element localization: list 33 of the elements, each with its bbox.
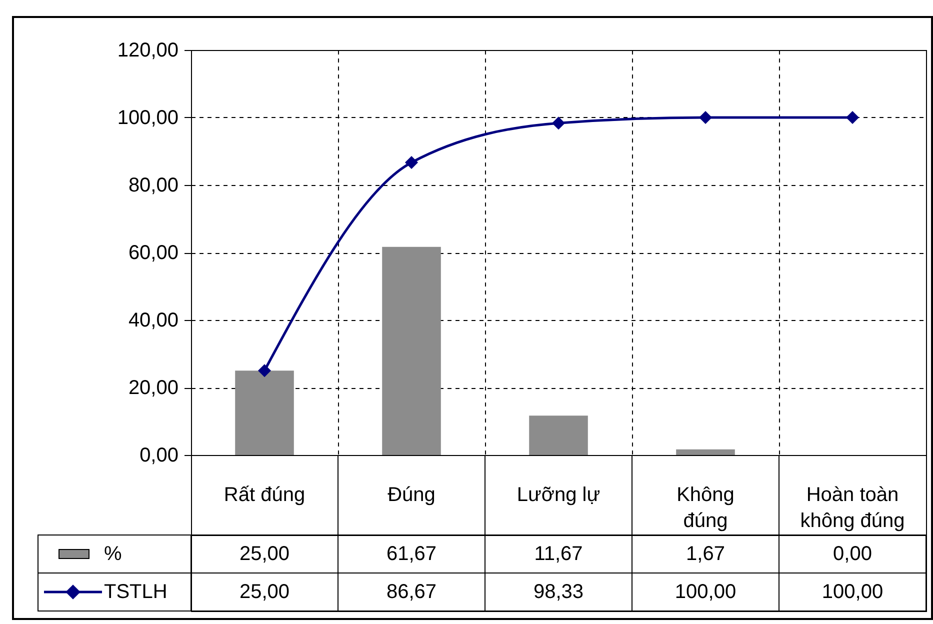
bar bbox=[382, 246, 441, 455]
x-tick-label: Hoàn toàn không đúng bbox=[800, 484, 905, 532]
point bbox=[258, 364, 272, 378]
data-label: 0,00 bbox=[833, 543, 872, 565]
data-label: 86,67 bbox=[386, 581, 437, 603]
data-label: 25,00 bbox=[239, 543, 290, 565]
data-label: 100,00 bbox=[822, 581, 884, 603]
point bbox=[846, 110, 860, 124]
y-tick-label: 20,00 bbox=[128, 377, 178, 399]
point bbox=[552, 116, 566, 130]
point bbox=[404, 156, 418, 170]
bar bbox=[529, 416, 588, 455]
data-label: 1,67 bbox=[686, 543, 725, 565]
bar bbox=[676, 449, 735, 455]
y-tick-label: 0,00 bbox=[140, 444, 178, 466]
data-label: 98,33 bbox=[533, 581, 584, 603]
data-label: 25,00 bbox=[239, 581, 290, 603]
data-label: 61,67 bbox=[386, 543, 437, 565]
data-label: 100,00 bbox=[674, 581, 736, 603]
y-tick-label: 120,00 bbox=[117, 40, 178, 62]
legend-label: TSTLH bbox=[104, 581, 168, 603]
x-tick-label: Đúng bbox=[388, 484, 436, 506]
y-tick-label: 40,00 bbox=[128, 310, 178, 332]
bar bbox=[235, 370, 294, 455]
point bbox=[698, 110, 712, 124]
x-tick-label: Lưỡng lự bbox=[516, 484, 600, 506]
legend-label: % bbox=[104, 543, 122, 565]
y-tick-label: 100,00 bbox=[117, 107, 178, 129]
y-tick-label: 80,00 bbox=[128, 174, 178, 196]
x-tick-label: Không đúng bbox=[676, 484, 734, 532]
x-tick-label: Rất đúng bbox=[224, 484, 306, 506]
y-tick-label: 60,00 bbox=[128, 242, 178, 264]
data-label: 11,67 bbox=[534, 543, 583, 565]
